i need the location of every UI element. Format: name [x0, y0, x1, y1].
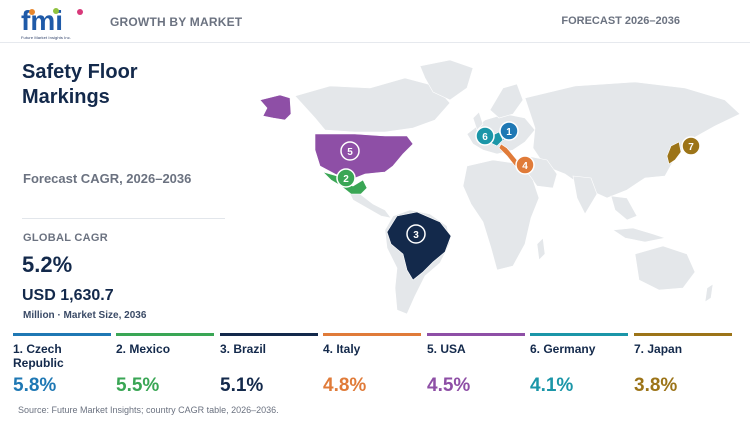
card-accent-bar	[530, 333, 628, 336]
forecast-cagr-label: Forecast CAGR, 2026–2036	[23, 171, 192, 186]
world-map: 5 2 3 6 1 4 7	[259, 59, 741, 315]
country-cagr: 5.8%	[13, 375, 57, 396]
country-card-mexico[interactable]: 2. Mexico 5.5%	[116, 333, 214, 403]
marker-czech-label: 1	[506, 127, 512, 138]
forecast-period-label: FORECAST 2026–2036	[561, 15, 680, 27]
country-card-japan[interactable]: 7. Japan 3.8%	[634, 333, 732, 403]
marker-mexico-label: 2	[343, 174, 349, 185]
marker-usa[interactable]: 5	[340, 141, 360, 161]
marker-czech[interactable]: 1	[499, 121, 519, 141]
alaska-region	[259, 94, 292, 121]
marker-italy[interactable]: 4	[515, 155, 535, 175]
card-accent-bar	[427, 333, 525, 336]
card-accent-bar	[116, 333, 214, 336]
marker-germany-label: 6	[482, 132, 488, 143]
fmi-logo[interactable]: fmi Future Market Insights Inc.	[21, 6, 93, 42]
global-cagr-value: 5.2%	[22, 252, 73, 277]
card-accent-bar	[220, 333, 318, 336]
country-card-italy[interactable]: 4. Italy 4.8%	[323, 333, 421, 403]
country-name: 6. Germany	[530, 342, 596, 356]
marker-usa-label: 5	[347, 147, 353, 158]
marker-japan-label: 7	[688, 142, 694, 153]
fmi-logo-icon: fmi	[21, 6, 83, 34]
logo-tagline: Future Market Insights Inc.	[21, 35, 72, 40]
country-card-czech[interactable]: 1. Czech Republic 5.8%	[13, 333, 111, 403]
marker-italy-label: 4	[522, 161, 528, 172]
marker-brazil-label: 3	[413, 230, 419, 241]
card-accent-bar	[323, 333, 421, 336]
panel-divider	[22, 218, 225, 219]
country-name: 2. Mexico	[116, 342, 171, 356]
country-cagr: 3.8%	[634, 375, 678, 396]
marker-brazil[interactable]: 3	[406, 224, 426, 244]
card-accent-bar	[634, 333, 732, 336]
country-name: 5. USA	[427, 342, 466, 356]
country-name: 3. Brazil	[220, 342, 267, 356]
brazil-region[interactable]	[386, 211, 452, 281]
country-name: 7. Japan	[634, 342, 683, 356]
country-cagr: 4.5%	[427, 375, 471, 396]
page-title: Safety Floor Markings	[22, 61, 138, 108]
marker-germany[interactable]: 6	[475, 126, 495, 146]
source-note: Source: Future Market Insights; country …	[18, 405, 279, 415]
japan-region[interactable]	[666, 141, 682, 165]
country-name: 1. Czech Republic	[13, 342, 64, 370]
marker-mexico[interactable]: 2	[336, 168, 356, 188]
market-size-unit: Million · Market Size, 2036	[23, 310, 147, 321]
country-cards: 1. Czech Republic 5.8% 2. Mexico 5.5% 3.…	[13, 333, 743, 403]
country-name: 4. Italy	[323, 342, 361, 356]
country-cagr: 5.5%	[116, 375, 160, 396]
country-card-germany[interactable]: 6. Germany 4.1%	[530, 333, 628, 403]
marker-japan[interactable]: 7	[681, 136, 701, 156]
country-cagr: 4.8%	[323, 375, 367, 396]
usa-region[interactable]	[314, 133, 414, 181]
header-bar: fmi Future Market Insights Inc. GROWTH B…	[0, 0, 750, 43]
country-cagr: 5.1%	[220, 375, 264, 396]
market-size-value: USD 1,630.7	[22, 287, 114, 304]
growth-by-market-label: GROWTH BY MARKET	[110, 15, 243, 29]
card-accent-bar	[13, 333, 111, 336]
global-cagr-label: GLOBAL CAGR	[23, 232, 108, 244]
country-card-brazil[interactable]: 3. Brazil 5.1%	[220, 333, 318, 403]
country-cagr: 4.1%	[530, 375, 574, 396]
country-card-usa[interactable]: 5. USA 4.5%	[427, 333, 525, 403]
